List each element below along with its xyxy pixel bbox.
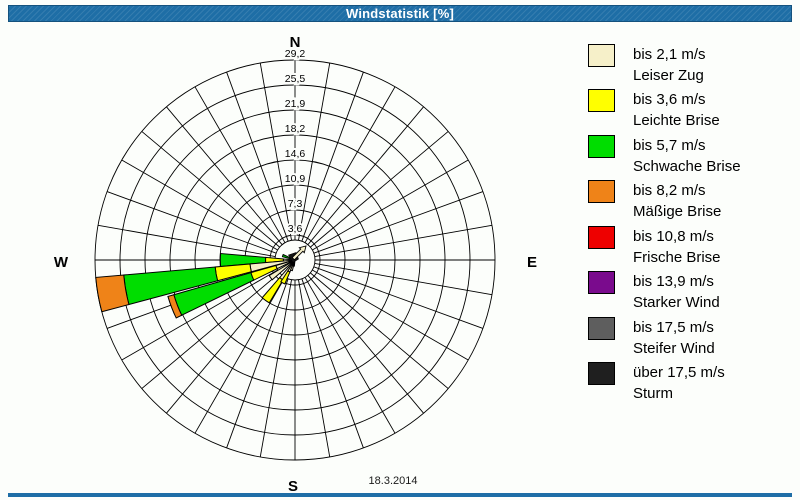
grid-spoke <box>312 159 469 251</box>
legend-item: bis 17,5 m/s Steifer Wind <box>588 317 715 359</box>
compass-label-n: N <box>290 34 301 51</box>
legend-label: bis 5,7 m/s Schwache Brise <box>633 135 741 177</box>
grid-spoke <box>310 272 449 389</box>
grid-spoke <box>312 269 469 361</box>
legend-class-name: Leiser Zug <box>633 67 704 84</box>
legend-item: bis 10,8 m/s Frische Brise <box>588 226 721 268</box>
legend-item: bis 3,6 m/s Leichte Brise <box>588 89 720 131</box>
wind-bar-segment <box>280 270 291 285</box>
legend-speed-label: über 17,5 m/s <box>633 364 725 381</box>
rose-bars <box>95 252 296 319</box>
grid-spoke <box>301 71 364 242</box>
rose-grid <box>94 59 496 461</box>
compass-label-s: S <box>288 478 298 495</box>
grid-spoke <box>166 106 283 245</box>
wind-direction-arrow-icon <box>291 245 307 261</box>
grid-spoke <box>121 159 278 251</box>
legend-class-name: Sturm <box>633 385 674 402</box>
grid-spoke <box>310 131 449 248</box>
grid-spoke <box>298 279 331 458</box>
grid-spoke <box>259 62 292 241</box>
grid-spoke <box>314 263 493 296</box>
legend-item: über 17,5 m/s Sturm <box>588 362 725 404</box>
legend: bis 2,1 m/s Leiser Zug bis 3,6 m/s Leichte … <box>588 0 798 420</box>
grid-spoke <box>106 191 277 254</box>
grid-spoke <box>304 86 396 243</box>
ring-label: 14,6 <box>285 148 306 160</box>
legend-speed-label: bis 2,1 m/s <box>633 46 706 63</box>
legend-class-name: Frische Brise <box>633 249 721 266</box>
legend-label: bis 10,8 m/s Frische Brise <box>633 226 721 268</box>
legend-class-name: Starker Wind <box>633 294 720 311</box>
grid-spoke <box>298 62 331 241</box>
wind-bar-segment <box>167 294 183 319</box>
legend-label: bis 17,5 m/s Steifer Wind <box>633 317 715 359</box>
legend-item: bis 2,1 m/s Leiser Zug <box>588 44 706 86</box>
grid-spoke <box>194 86 286 243</box>
legend-label: bis 8,2 m/s Mäßige Brise <box>633 180 721 222</box>
grid-spoke <box>259 279 292 458</box>
wind-bar-segment <box>268 259 296 281</box>
legend-swatch <box>588 226 615 249</box>
ring-label: 10,9 <box>285 173 306 185</box>
legend-swatch <box>588 89 615 112</box>
legend-speed-label: bis 3,6 m/s <box>633 91 706 108</box>
ring-label: 7,3 <box>288 198 303 210</box>
grid-spoke <box>141 131 280 248</box>
rose-ring-labels: 3,6 7,3 10,9 14,6 18,2 21,9 25,5 29,2 <box>283 46 308 237</box>
grid-spoke <box>226 71 289 242</box>
grid-spoke <box>313 266 484 329</box>
legend-speed-label: bis 17,5 m/s <box>633 319 714 336</box>
window-titlebar: Windstatistik [%] <box>8 5 792 22</box>
legend-label: bis 3,6 m/s Leichte Brise <box>633 89 720 131</box>
legend-class-name: Steifer Wind <box>633 340 715 357</box>
legend-swatch <box>588 135 615 158</box>
compass-label-e: E <box>527 254 537 271</box>
grid-spoke <box>141 272 280 389</box>
legend-label: über 17,5 m/s Sturm <box>633 362 725 404</box>
grid-spoke <box>301 278 364 449</box>
window-title: Windstatistik [%] <box>345 6 454 21</box>
legend-speed-label: bis 10,8 m/s <box>633 228 714 245</box>
ring-label: 3,6 <box>288 223 303 235</box>
legend-class-name: Schwache Brise <box>633 158 741 175</box>
legend-swatch <box>588 271 615 294</box>
grid-spoke <box>194 277 286 434</box>
legend-speed-label: bis 8,2 m/s <box>633 182 706 199</box>
legend-swatch <box>588 180 615 203</box>
legend-speed-label: bis 13,9 m/s <box>633 273 714 290</box>
center-wind-arrow-icon <box>288 245 307 263</box>
legend-swatch <box>588 362 615 385</box>
footer-date: 18.3.2014 <box>368 475 418 487</box>
legend-item: bis 8,2 m/s Mäßige Brise <box>588 180 721 222</box>
ring-label: 18,2 <box>285 123 306 135</box>
grid-spoke <box>313 191 484 254</box>
grid-spoke <box>304 277 396 434</box>
grid-spoke <box>314 224 493 257</box>
ring-label: 29,2 <box>285 48 306 60</box>
legend-label: bis 13,9 m/s Starker Wind <box>633 271 720 313</box>
grid-spoke <box>307 106 424 245</box>
ring-label: 25,5 <box>285 73 306 85</box>
legend-speed-label: bis 5,7 m/s <box>633 137 706 154</box>
bottom-rule <box>8 493 792 497</box>
legend-label: bis 2,1 m/s Leiser Zug <box>633 44 706 86</box>
legend-item: bis 13,9 m/s Starker Wind <box>588 271 720 313</box>
legend-class-name: Mäßige Brise <box>633 203 722 220</box>
legend-item: bis 5,7 m/s Schwache Brise <box>588 135 741 177</box>
compass-label-w: W <box>54 254 69 271</box>
grid-spoke <box>97 224 276 257</box>
grid-spoke <box>307 275 424 414</box>
legend-class-name: Leichte Brise <box>633 112 720 129</box>
grid-spoke <box>226 278 289 449</box>
ring-label: 21,9 <box>285 98 306 110</box>
wind-bar-segment <box>95 274 130 313</box>
legend-swatch <box>588 317 615 340</box>
grid-spoke <box>121 269 278 361</box>
legend-swatch <box>588 44 615 67</box>
